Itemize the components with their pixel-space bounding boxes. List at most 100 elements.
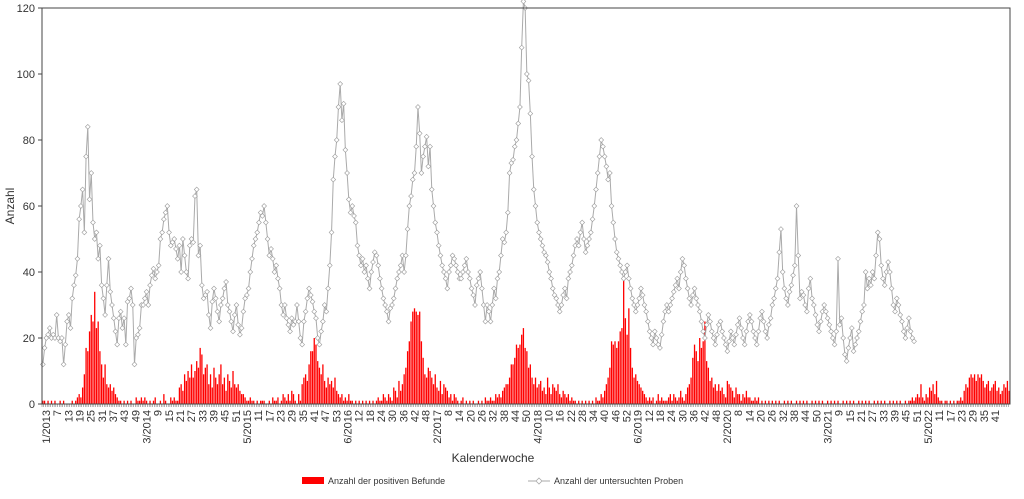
line-point — [807, 275, 814, 282]
bar — [284, 397, 286, 404]
line-point — [349, 203, 356, 209]
x-tick-label: 35 — [979, 410, 991, 422]
bar — [896, 400, 898, 404]
bar — [956, 400, 958, 404]
bar — [648, 397, 651, 404]
line-point — [340, 100, 347, 107]
bar — [342, 400, 345, 404]
bar — [118, 400, 120, 404]
line-point — [107, 288, 114, 295]
line-point — [84, 123, 91, 130]
bar — [247, 400, 250, 404]
line-point — [667, 302, 674, 308]
line-point — [128, 285, 134, 292]
y-tick-label: 0 — [29, 399, 35, 411]
bar — [930, 390, 932, 404]
bar — [1001, 390, 1003, 404]
line-point — [565, 275, 572, 282]
line-point — [422, 143, 428, 150]
line-point — [276, 285, 283, 292]
bar — [99, 351, 101, 404]
x-tick-label: 18 — [365, 410, 377, 422]
x-tick-label: 2/2020 — [722, 410, 734, 444]
line-point — [309, 298, 316, 305]
bar — [849, 400, 851, 404]
line-point — [207, 325, 214, 331]
bar — [164, 400, 167, 404]
line-point — [681, 262, 687, 269]
bar — [510, 364, 512, 404]
bar — [572, 400, 575, 404]
line-point — [197, 242, 203, 249]
line-point — [615, 255, 622, 262]
line-point — [342, 147, 349, 153]
x-tick-label: 29 — [968, 410, 980, 422]
line-point — [722, 341, 729, 348]
line-point — [603, 163, 610, 170]
bar — [417, 314, 419, 404]
bar — [398, 380, 400, 404]
x-tick-label: 39 — [890, 410, 902, 422]
line-point — [385, 318, 392, 325]
line-point — [911, 338, 917, 345]
bar — [747, 397, 749, 404]
bar — [967, 387, 969, 404]
line-point — [475, 275, 482, 282]
bar — [107, 387, 110, 404]
bar — [553, 387, 556, 404]
bar — [842, 400, 844, 404]
line-point — [333, 137, 340, 143]
bar — [422, 357, 424, 404]
bar — [419, 311, 421, 404]
line-point — [594, 170, 601, 176]
bar — [384, 397, 386, 404]
bar — [311, 351, 314, 404]
line-point — [854, 335, 860, 341]
x-tick-label: 15 — [164, 410, 176, 422]
bar — [294, 400, 296, 404]
bar — [911, 397, 913, 404]
line-point — [503, 229, 509, 236]
bar — [142, 400, 144, 404]
bar — [201, 354, 203, 404]
line-point — [524, 71, 530, 77]
bar — [187, 371, 189, 404]
bar — [725, 397, 727, 404]
bar — [206, 364, 208, 404]
x-tick-label: 9 — [153, 410, 165, 416]
bar — [365, 400, 367, 404]
line-point — [835, 255, 841, 262]
y-tick-label: 60 — [23, 201, 35, 213]
bar — [927, 397, 929, 404]
bar — [540, 380, 542, 404]
bar — [858, 400, 860, 404]
line-point — [702, 335, 708, 341]
bar — [783, 400, 786, 404]
x-tick-label: 14 — [454, 410, 466, 422]
bar — [303, 377, 305, 404]
line-point — [515, 120, 522, 127]
x-tick-label: 9 — [834, 410, 846, 416]
bar — [790, 400, 792, 404]
bar — [564, 394, 566, 404]
line-point — [728, 328, 734, 335]
line-point — [698, 318, 705, 325]
bar — [246, 400, 248, 404]
bar — [597, 400, 599, 404]
line-point — [247, 269, 254, 275]
line-point — [705, 312, 712, 318]
x-tick-label: 6/2016 — [343, 410, 355, 444]
line-point — [899, 318, 905, 325]
bar — [337, 394, 340, 404]
line-point — [570, 252, 577, 259]
bar — [239, 390, 241, 404]
bar — [548, 387, 550, 404]
line-point — [140, 302, 146, 308]
bar — [97, 321, 99, 404]
bar — [629, 347, 632, 404]
x-tick-label: 26 — [767, 410, 779, 422]
bar — [194, 371, 196, 404]
line-point — [116, 315, 122, 322]
line-point — [366, 285, 373, 292]
line-point — [162, 209, 169, 216]
